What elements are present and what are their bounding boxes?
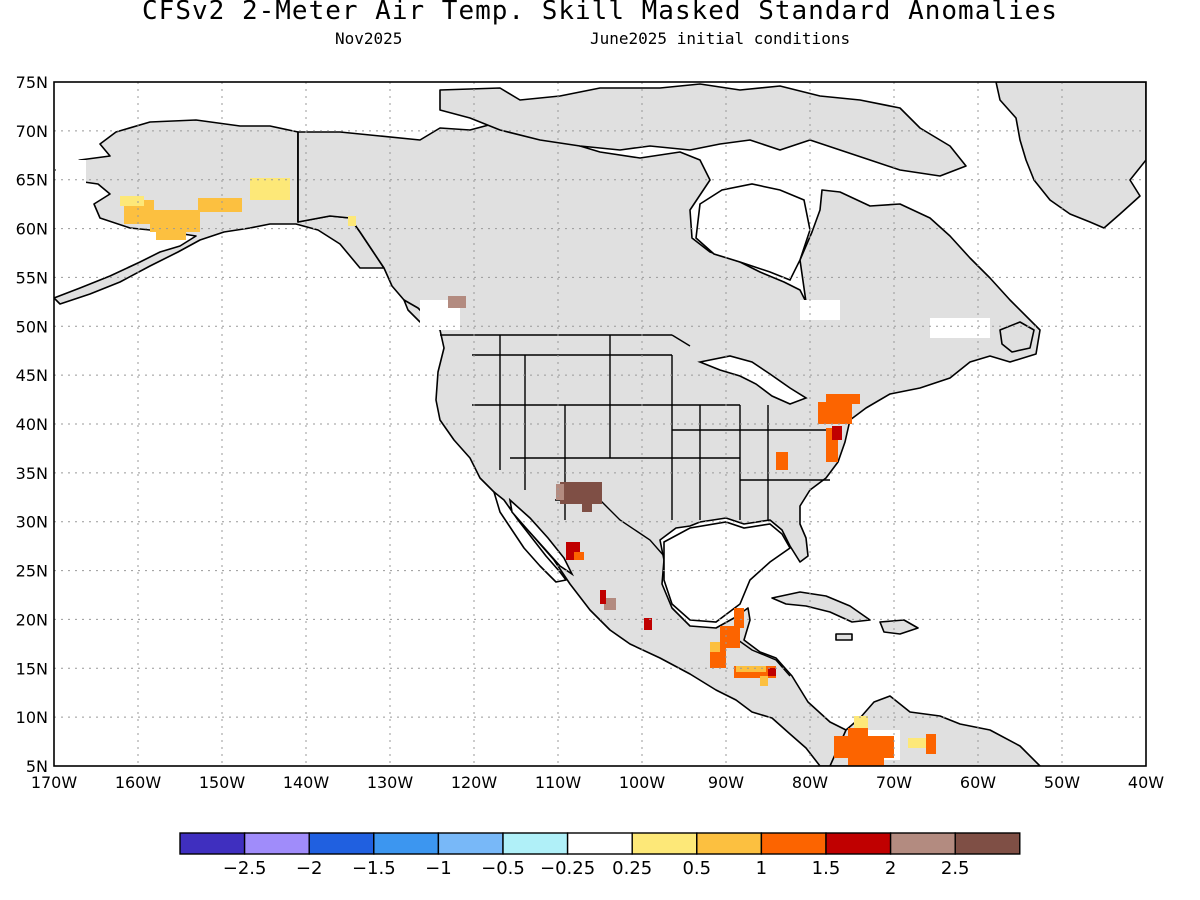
chart-title: CFSv2 2-Meter Air Temp. Skill Masked Sta… (142, 0, 1058, 26)
jamaica (835, 633, 853, 641)
colorbar-label: 1 (756, 858, 767, 879)
unmasked-west-alaska (56, 160, 86, 200)
lon-label: 110W (535, 773, 582, 792)
lon-label: 120W (451, 773, 498, 792)
colorbar-swatch (179, 832, 246, 855)
great-lakes (697, 355, 808, 405)
anomaly-patch-south-alaska-coast (120, 178, 290, 206)
colorbar-swatch (243, 832, 310, 855)
anomaly-patch-yucatan-ring (710, 642, 720, 652)
anomaly-patch-jalisco-mexico (600, 590, 616, 610)
colorbar-swatch (308, 832, 375, 855)
latitude-labels: 75N 70N 65N 60N 55N 50N 45N 40N 35N 30N 25N 20N 15N 1… (16, 73, 48, 776)
lat-label: 5N (26, 757, 48, 776)
init-conditions-label: June2025 initial conditions (590, 29, 851, 48)
lat-label: 25N (16, 562, 48, 581)
lat-label: 35N (16, 464, 48, 483)
lat-label: 50N (16, 317, 48, 336)
lon-label: 170W (31, 773, 78, 792)
colorbar-label: −2 (296, 858, 323, 879)
anomaly-patch-sw-new-mexico-rim (556, 484, 564, 500)
lon-label: 50W (1044, 773, 1080, 792)
colorbar-swatch (760, 832, 827, 855)
anomaly-patch-colombia-rim (854, 716, 868, 728)
colorbar-label: −0.25 (540, 858, 595, 879)
lon-label: 160W (115, 773, 162, 792)
anomaly-patch-central-mexico (644, 618, 652, 630)
lon-label: 70W (876, 773, 912, 792)
anomaly-patch-southwest-yukon (348, 216, 356, 226)
colorbar-swatch (825, 832, 892, 855)
lat-label: 65N (16, 171, 48, 190)
colorbar-swatch (889, 832, 956, 855)
lon-label: 150W (199, 773, 246, 792)
lon-label: 130W (367, 773, 414, 792)
anomaly-patch-colombia (834, 728, 894, 766)
colorbar-label: 2.5 (941, 858, 970, 879)
lat-label: 20N (16, 610, 48, 629)
colorbar-swatch (696, 832, 763, 855)
lat-label: 45N (16, 366, 48, 385)
gulf-of-california (508, 497, 575, 577)
newfoundland (999, 321, 1035, 353)
colorbar-label: 0.25 (612, 858, 652, 879)
lon-label: 40W (1128, 773, 1164, 792)
anomaly-patch-yucatan-guatemala (710, 608, 744, 668)
colorbar-swatch (373, 832, 440, 855)
unmasked-quebec (800, 300, 840, 320)
anomaly-patch-southern-british-columbia (448, 296, 466, 308)
cuba (771, 591, 871, 623)
unmasked-labrador (930, 318, 990, 338)
lat-label: 40N (16, 415, 48, 434)
hispaniola (879, 619, 919, 635)
colorbar-label: 0.5 (682, 858, 711, 879)
colorbar-label: 2 (885, 858, 896, 879)
lon-label: 140W (283, 773, 330, 792)
anomaly-patch-southwest-alaska (124, 198, 242, 240)
colorbar-swatch (631, 832, 698, 855)
lat-label: 10N (16, 708, 48, 727)
lat-label: 70N (16, 122, 48, 141)
anomaly-patch-honduras (734, 666, 776, 686)
anomaly-patch-southern-new-mexico (560, 482, 602, 512)
lon-label: 100W (619, 773, 666, 792)
greenland (995, 82, 1146, 229)
lon-label: 60W (960, 773, 996, 792)
north-america-mainland (297, 121, 1041, 766)
colorbar-swatch (566, 832, 633, 855)
colorbar-label: −1.5 (352, 858, 396, 879)
gulf-of-mexico (663, 521, 792, 623)
lat-label: 75N (16, 73, 48, 92)
anomaly-patch-sinaloa-mexico (566, 542, 584, 560)
lat-label: 60N (16, 220, 48, 239)
anomaly-patch-mid-atlantic-coast (826, 426, 842, 462)
lon-label: 90W (708, 773, 744, 792)
anomaly-patch-pennsylvania-new-york (818, 394, 860, 424)
arctic-islands (439, 83, 967, 177)
map-body (54, 82, 1146, 766)
lat-label: 55N (16, 268, 48, 287)
lat-label: 30N (16, 513, 48, 532)
lat-label: 15N (16, 659, 48, 678)
target-month-label: Nov2025 (335, 29, 403, 48)
colorbar: −2.5 −2 −1.5 −1 −0.5 −0.25 0.25 0.5 1 1.5 2 2.5 (179, 832, 1021, 879)
colorbar-label: −2.5 (223, 858, 267, 879)
colorbar-label: 1.5 (812, 858, 841, 879)
anomaly-patch-appalachians (776, 452, 788, 470)
colorbar-swatch (502, 832, 569, 855)
graticule (54, 82, 1146, 766)
colorbar-swatch (437, 832, 504, 855)
anomaly-patch-venezuela (908, 734, 936, 754)
lon-label: 80W (792, 773, 828, 792)
hudson-bay (695, 183, 811, 282)
map-frame (53, 81, 1147, 767)
longitude-labels: 170W 160W 150W 140W 130W 120W 110W 100W 90W 80W 70… (31, 773, 1164, 792)
colorbar-label: −0.5 (481, 858, 525, 879)
colorbar-label: −1 (425, 858, 452, 879)
colorbar-swatch (954, 832, 1021, 855)
